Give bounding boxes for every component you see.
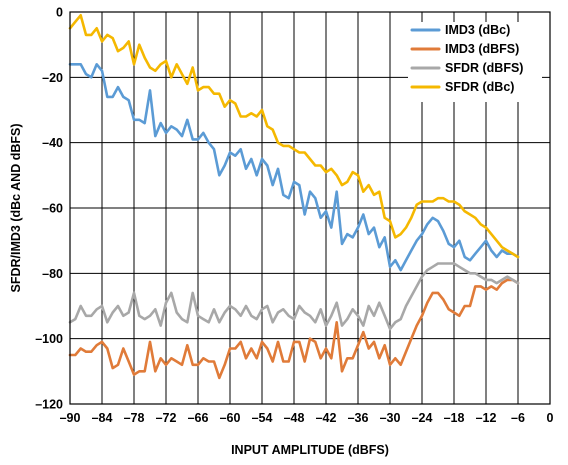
x-tick-label: –30 (380, 411, 401, 425)
x-tick-label: –12 (476, 411, 497, 425)
x-tick-label: 0 (547, 411, 554, 425)
x-tick-label: –24 (412, 411, 433, 425)
legend-label: IMD3 (dBc) (445, 23, 510, 37)
series-line-1 (68, 63, 520, 272)
y-axis-label: SFDR/IMD3 (dBc AND dBFS) (9, 124, 23, 293)
x-tick-label: –6 (511, 411, 525, 425)
y-tick-label: –80 (42, 267, 63, 281)
y-tick-label: 0 (56, 6, 63, 20)
legend-label: IMD3 (dBFS) (445, 42, 519, 56)
legend-label: SFDR (dBFS) (445, 61, 523, 75)
plot-frame (69, 11, 551, 405)
series-line-4 (68, 14, 520, 259)
legend-background (408, 22, 542, 102)
legend-label: SFDR (dBc) (445, 80, 514, 94)
x-tick-label: –66 (188, 411, 209, 425)
x-tick-label: –72 (156, 411, 177, 425)
x-tick-label: –90 (60, 411, 81, 425)
x-tick-label: –60 (220, 411, 241, 425)
y-axis-ticks: 0 –20 –40 –60 –80 –100 –120 (35, 6, 63, 412)
x-tick-label: –42 (316, 411, 337, 425)
chart-series (68, 14, 520, 380)
y-tick-label: –40 (42, 136, 63, 150)
x-axis-ticks: –90 –84 –78 –72 –66 –60 –54 –48 –42 –36 –30 –24 –18–… (60, 411, 554, 425)
x-tick-label: –84 (92, 411, 113, 425)
x-tick-label: –18 (444, 411, 465, 425)
x-tick-label: –36 (348, 411, 369, 425)
x-tick-label: –78 (124, 411, 145, 425)
y-tick-label: –60 (42, 202, 63, 216)
y-tick-label: –20 (42, 71, 63, 85)
x-tick-label: –54 (252, 411, 273, 425)
y-tick-label: –120 (35, 398, 63, 412)
x-tick-label: –48 (284, 411, 305, 425)
y-tick-label: –100 (35, 332, 63, 346)
x-axis-label: INPUT AMPLITUDE (dBFS) (231, 443, 389, 457)
series-line-2 (68, 278, 520, 380)
series-line-3 (68, 262, 520, 331)
legend: IMD3 (dBc) IMD3 (dBFS) SFDR (dBFS) SFDR (dB… (408, 22, 542, 102)
